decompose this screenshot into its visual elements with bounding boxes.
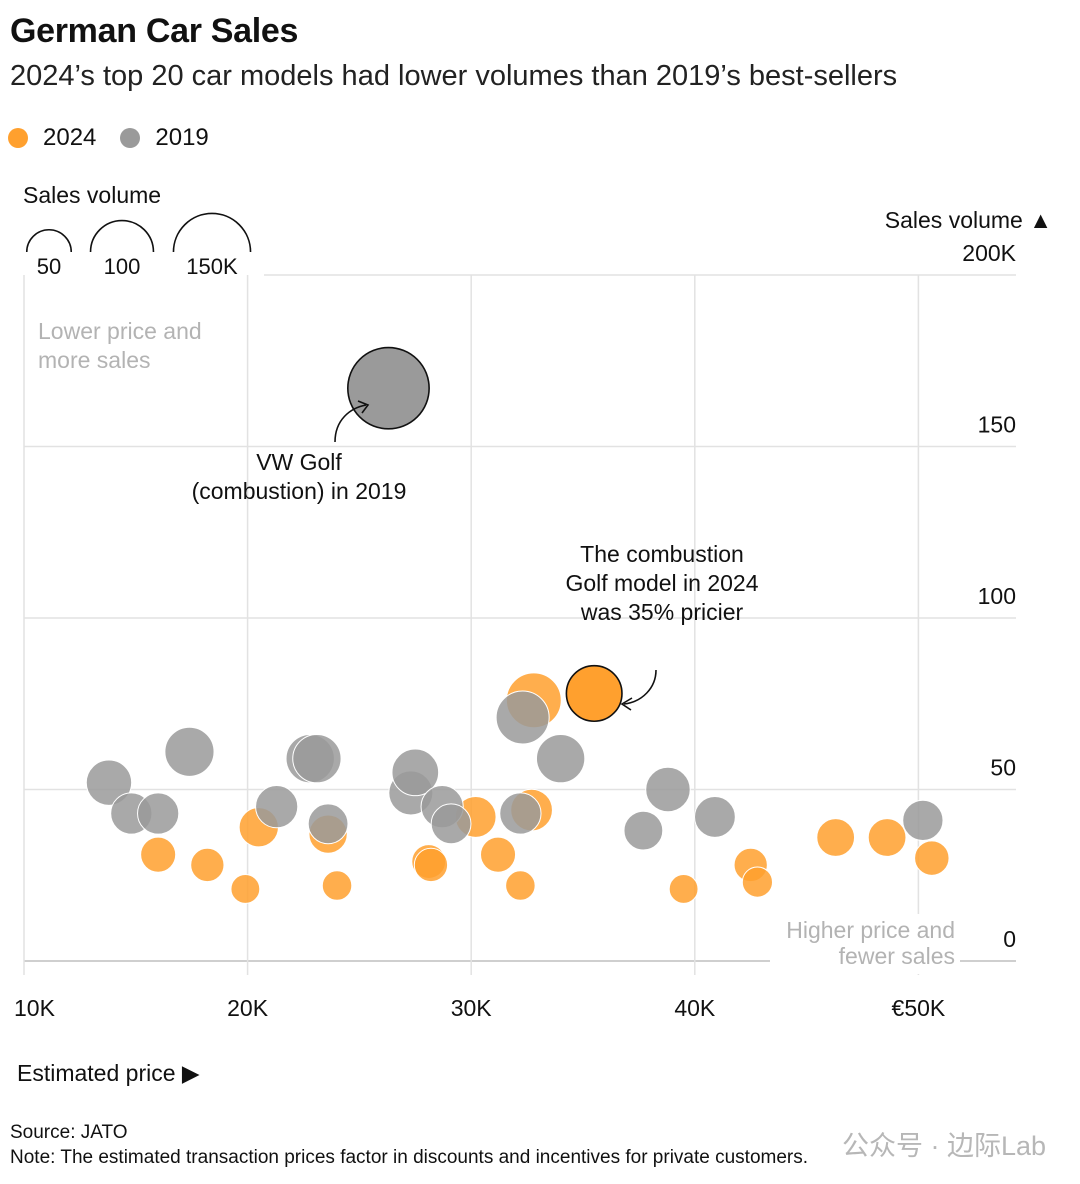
corner-label-bottom-right: fewer sales — [839, 943, 955, 969]
annotations: VW Golf (combustion) in 2019 The combustio… — [192, 400, 759, 711]
annotation-golf-2019: (combustion) in 2019 — [192, 478, 407, 504]
legend-swatch-2024 — [8, 128, 28, 148]
corner-label-bottom-right: Higher price and — [786, 917, 955, 943]
bubble-2024 — [413, 847, 449, 883]
bubble-2024 — [668, 874, 699, 904]
bubble-2024 — [914, 840, 950, 876]
bubble-2019 — [391, 748, 440, 797]
annotation-golf-2024: The combustion — [580, 541, 744, 567]
y-tick-label: 0 — [1003, 926, 1016, 952]
chart-title: German Car Sales — [10, 12, 299, 50]
bubble-2024 — [565, 664, 623, 723]
y-axis-title: Sales volume ▲ — [885, 207, 1052, 233]
legend-label-2019: 2019 — [155, 124, 209, 151]
bubble-2024 — [505, 870, 536, 901]
bubble-2019 — [623, 810, 664, 851]
watermark: 公众号 · 边际Lab — [841, 1131, 1046, 1161]
y-tick-label: 200K — [962, 240, 1016, 266]
annotation-arrow — [334, 404, 367, 443]
bubble-2019 — [499, 792, 542, 835]
bubble-2024 — [480, 836, 517, 873]
x-tick-label: 30K — [451, 995, 493, 1021]
y-tick-label: 100 — [978, 583, 1016, 609]
grid-lines — [23, 274, 1016, 975]
legend-label-2024: 2024 — [43, 124, 97, 151]
x-tick-label: €50K — [892, 995, 946, 1021]
corner-label-top-left: more sales — [38, 347, 150, 373]
source-note: Source: JATO Note: The estimated transac… — [10, 1120, 808, 1170]
x-tick-label: 20K — [227, 995, 269, 1021]
note-text: Note: The estimated transaction prices f… — [10, 1147, 809, 1168]
bubble-2019 — [347, 346, 430, 430]
axis-labels: 0 50 100 150 200K 10K 20K 30K 40K €50K Sales volum… — [14, 207, 1052, 1021]
bubble-2019 — [694, 796, 736, 838]
bubble-2019 — [85, 759, 133, 806]
corner-label-bg — [770, 914, 960, 974]
size-key-title: Sales volume — [23, 182, 162, 208]
bubble-2019 — [255, 785, 299, 829]
source-text: Source: JATO — [10, 1122, 128, 1143]
bubble-2024 — [140, 836, 177, 873]
bubble-2024 — [190, 847, 225, 883]
size-key-arc — [89, 219, 155, 253]
corner-label-top-left: Lower price and — [38, 318, 202, 344]
x-tick-label: 10K — [14, 995, 56, 1021]
x-tick-label: 40K — [674, 995, 716, 1021]
size-key-label: 100 — [104, 254, 141, 279]
annotation-golf-2024: was 35% pricier — [580, 599, 744, 625]
bubble-2024 — [230, 874, 261, 904]
bubble-2024 — [867, 818, 907, 857]
bubble-2019 — [292, 733, 342, 784]
bubble-2019 — [164, 726, 215, 777]
bubble-2019 — [430, 803, 472, 845]
annotation-arrowhead — [357, 400, 370, 414]
bubble-2019 — [307, 803, 349, 845]
x-axis-title: Estimated price ▶ — [17, 1060, 200, 1086]
bubble-2019 — [902, 799, 944, 842]
legend-item-2019: 2019 — [120, 124, 209, 152]
bubble-2024 — [741, 866, 773, 898]
bubble-2019 — [535, 733, 586, 784]
bubble-2019 — [495, 690, 550, 745]
y-tick-label: 150 — [978, 412, 1016, 438]
size-key-label: 150K — [186, 254, 238, 279]
size-key-arc — [25, 228, 73, 253]
size-key-arc — [172, 212, 252, 253]
legend-item-2024: 2024 — [8, 124, 96, 152]
annotation-golf-2024: Golf model in 2024 — [565, 570, 758, 596]
bubble-2024 — [321, 870, 353, 901]
chart-subtitle: 2024’s top 20 car models had lower volum… — [10, 60, 898, 92]
legend-swatch-2019 — [120, 128, 141, 148]
annotation-golf-2019: VW Golf — [256, 449, 342, 475]
y-tick-label: 50 — [990, 755, 1016, 781]
series-2019 — [85, 346, 944, 851]
bubble-2024 — [816, 818, 856, 857]
size-key-label: 50 — [37, 254, 61, 279]
bubble-2019 — [645, 766, 691, 813]
size-key: 50 100 150K — [25, 212, 252, 279]
annotation-arrowhead — [620, 697, 633, 711]
bubble-2019 — [137, 792, 180, 835]
legend: 2024 2019 — [8, 124, 233, 152]
annotation-arrow — [623, 669, 657, 705]
series-2024 — [140, 664, 950, 904]
